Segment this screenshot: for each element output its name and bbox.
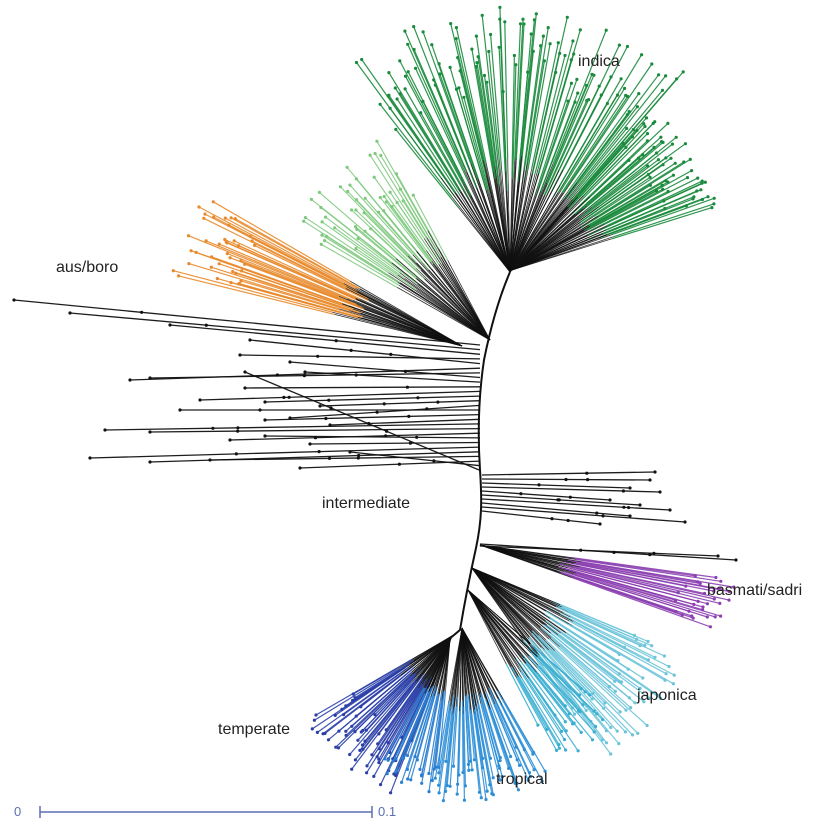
label-tropical: tropical — [496, 771, 548, 788]
tree-branches — [12, 5, 738, 803]
tree-backbone — [447, 271, 511, 641]
label-indica: indica — [578, 53, 620, 70]
aus-boro-branches — [171, 200, 463, 347]
label-intermediate: intermediate — [322, 495, 411, 512]
temperate-branches — [310, 635, 453, 795]
label-temperate: temperate — [218, 721, 291, 738]
indica-branches-right — [511, 120, 716, 271]
scale-bar-end: 0.1 — [378, 804, 397, 819]
japonica-branches-teal — [467, 589, 605, 753]
label-japonica: japonica — [637, 687, 697, 704]
japonica-branches — [471, 567, 676, 756]
tropical-branches — [433, 627, 547, 803]
basmati-branches — [479, 544, 736, 629]
scale-bar — [39, 806, 373, 818]
temperate-branches-light — [383, 639, 451, 794]
label-basmati-sadri: basmati/sadri — [707, 582, 803, 599]
label-aus-boro: aus/boro — [56, 259, 119, 276]
scale-bar-start: 0 — [14, 804, 22, 819]
light-green-branches — [302, 139, 491, 341]
